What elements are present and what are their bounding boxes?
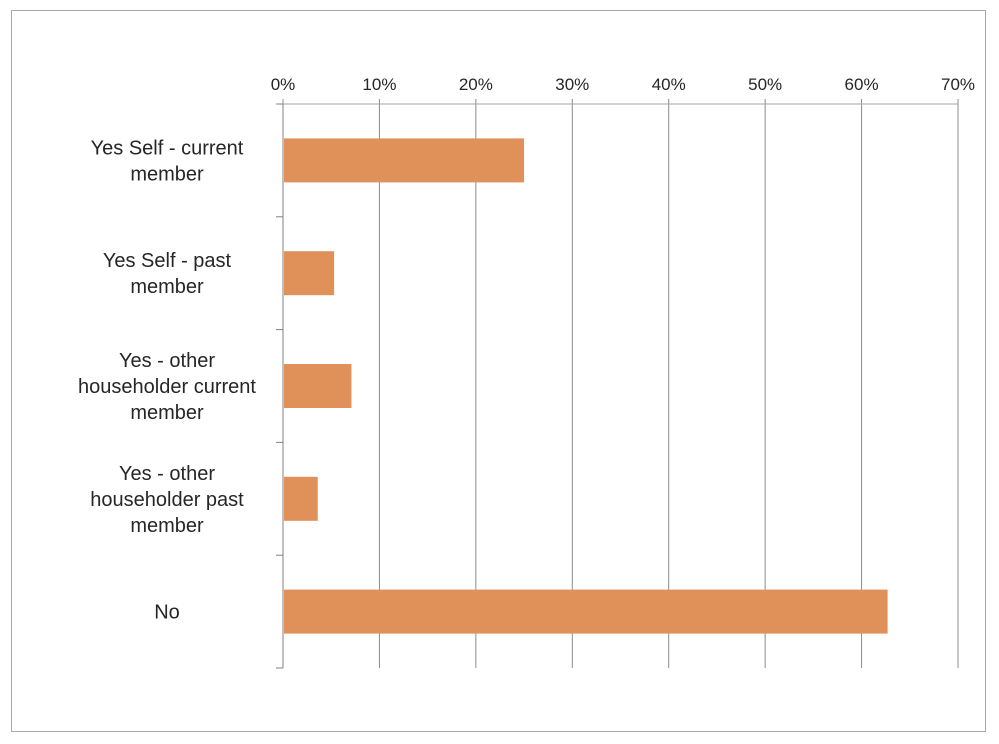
bar: [284, 138, 524, 182]
category-label: householder current: [78, 376, 256, 398]
category-labels: Yes Self - current member Yes Self - past m…: [78, 137, 256, 623]
gridlines: [283, 99, 958, 668]
category-label: member: [130, 276, 204, 298]
x-tick-label: 10%: [362, 75, 396, 94]
x-tick-label: 0%: [271, 75, 296, 94]
bar: [284, 590, 888, 634]
category-label: Yes Self - past: [103, 250, 232, 272]
x-tick-labels: 0% 10% 20% 30% 40% 50% 60% 70%: [271, 75, 975, 94]
x-tick-label: 60%: [845, 75, 879, 94]
x-tick-label: 40%: [652, 75, 686, 94]
bar: [284, 364, 351, 408]
x-tick-label: 30%: [555, 75, 589, 94]
category-label: Yes - other: [119, 463, 215, 485]
category-label: member: [130, 402, 204, 424]
x-tick-label: 20%: [459, 75, 493, 94]
category-label: Yes Self - current: [91, 137, 244, 159]
category-label: householder past: [90, 489, 244, 511]
bar: [284, 477, 318, 521]
category-label: No: [154, 602, 180, 624]
category-label: member: [130, 163, 204, 185]
category-label: Yes - other: [119, 350, 215, 372]
x-tick-label: 70%: [941, 75, 975, 94]
x-tick-label: 50%: [748, 75, 782, 94]
category-label: member: [130, 515, 204, 537]
bar: [284, 251, 334, 295]
bars: [284, 138, 888, 633]
category-axis: [276, 104, 958, 668]
